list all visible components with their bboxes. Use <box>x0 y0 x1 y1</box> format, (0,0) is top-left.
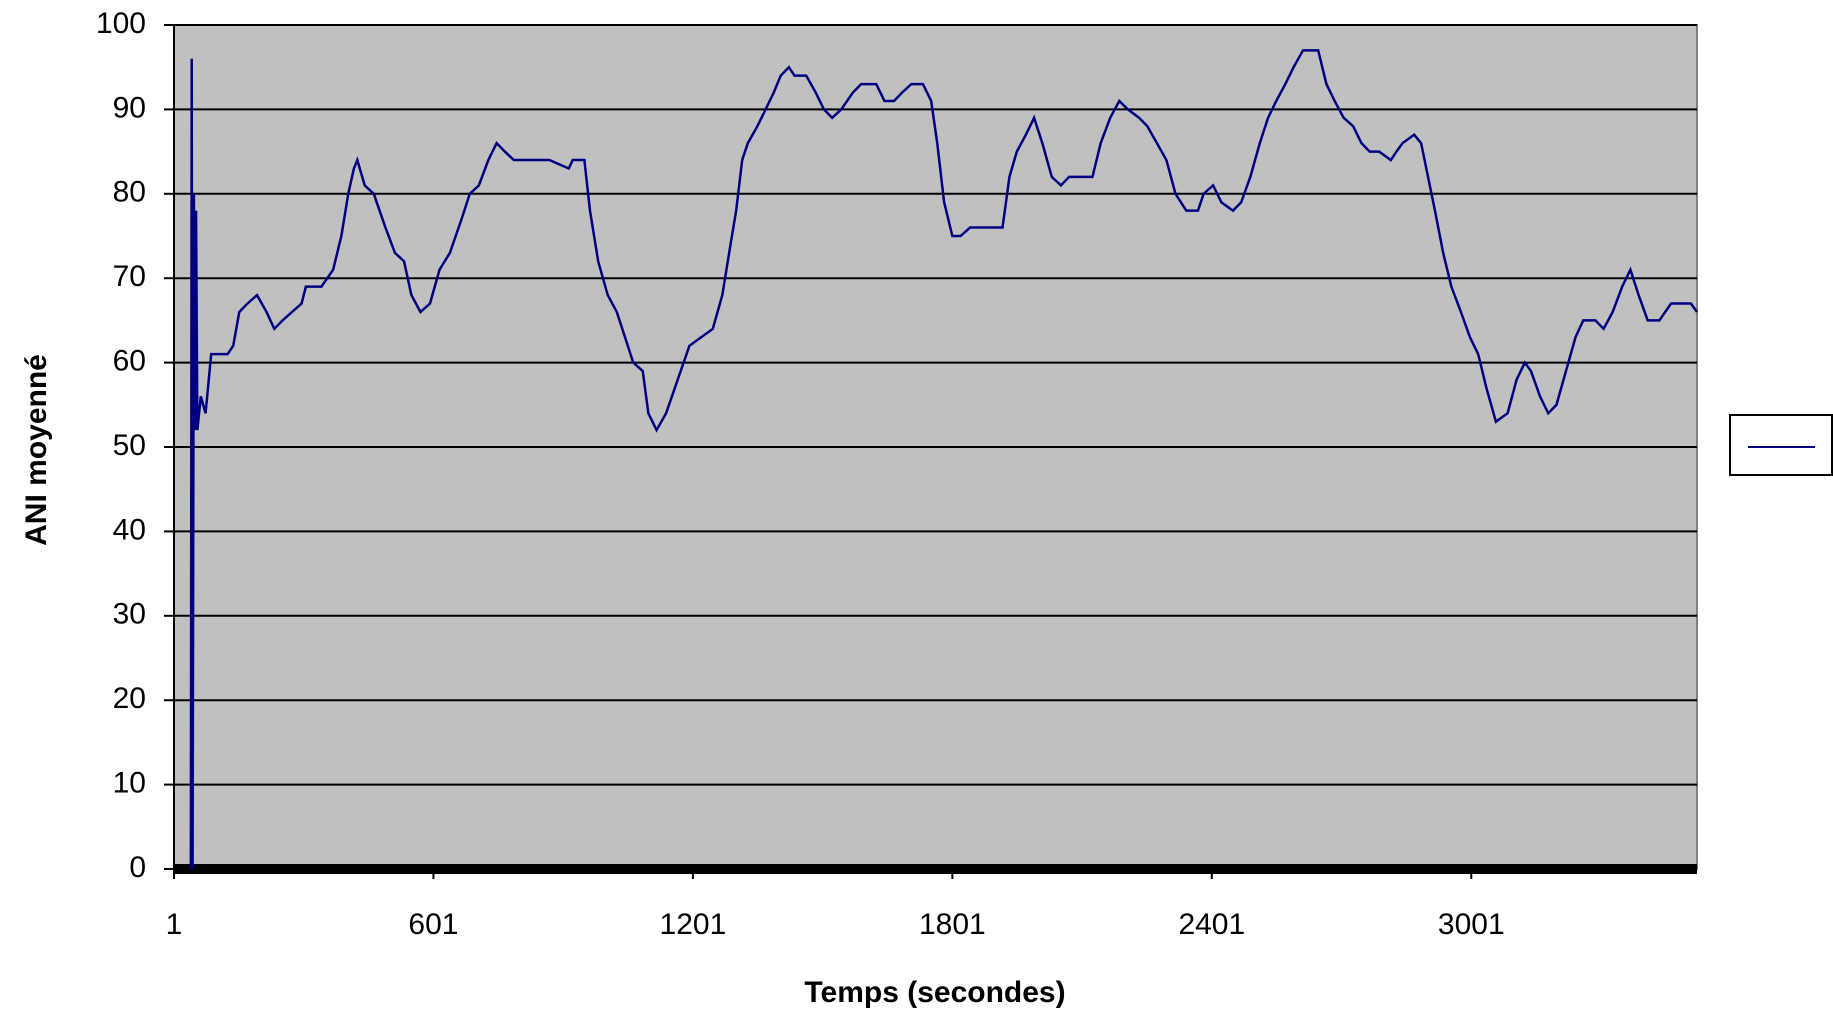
legend-box <box>1729 414 1833 476</box>
x-tick-label: 1 <box>166 908 183 941</box>
y-tick-label: 70 <box>113 260 146 293</box>
x-tick-label: 2401 <box>1178 908 1245 941</box>
y-tick-label: 80 <box>113 176 146 209</box>
x-axis-label: Temps (secondes) <box>804 976 1065 1009</box>
x-tick-label: 1201 <box>660 908 727 941</box>
y-tick-label: 30 <box>113 598 146 631</box>
x-tick-label: 1801 <box>919 908 986 941</box>
y-tick-label: 90 <box>113 91 146 124</box>
x-tick-label: 3001 <box>1438 908 1505 941</box>
data-line <box>189 49 1699 870</box>
y-axis-label: ANI moyenné <box>20 354 53 546</box>
y-tick-label: 20 <box>113 682 146 715</box>
y-tick-label: 0 <box>129 851 146 884</box>
y-tick-label: 100 <box>96 7 146 40</box>
x-tick-label: 601 <box>408 908 458 941</box>
y-tick-label: 60 <box>113 345 146 378</box>
y-tick-label: 40 <box>113 513 146 546</box>
y-tick-label: 50 <box>113 429 146 462</box>
y-tick-label: 10 <box>113 767 146 800</box>
